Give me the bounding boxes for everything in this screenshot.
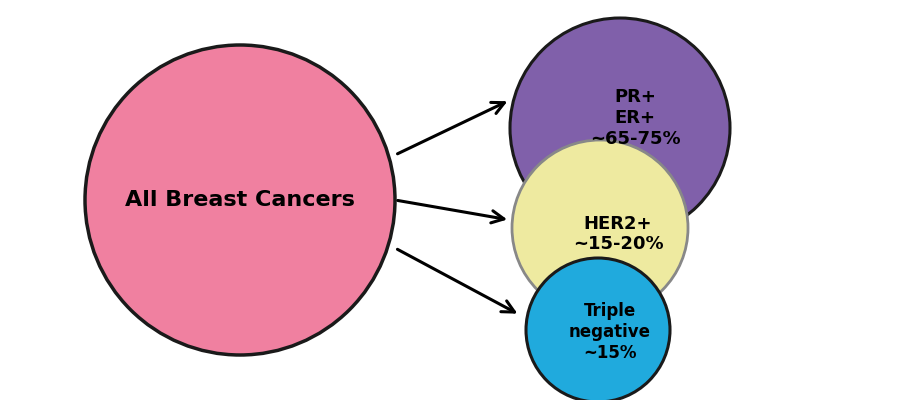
Ellipse shape [85,45,395,355]
Ellipse shape [526,258,670,400]
Text: All Breast Cancers: All Breast Cancers [125,190,355,210]
Ellipse shape [510,18,730,238]
Ellipse shape [512,140,688,316]
Text: Triple
negative
~15%: Triple negative ~15% [569,302,651,362]
Text: PR+
ER+
~65-75%: PR+ ER+ ~65-75% [590,88,680,148]
Text: HER2+
~15-20%: HER2+ ~15-20% [572,214,663,254]
